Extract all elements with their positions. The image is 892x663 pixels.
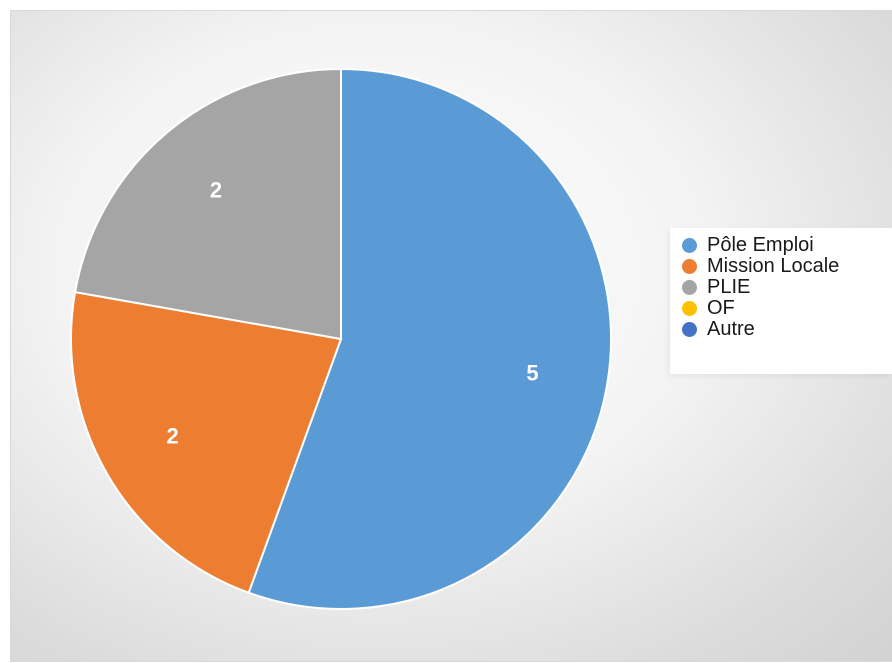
legend-item-of: OF (682, 297, 735, 319)
pie-slices (70, 67, 612, 610)
legend-marker-plie (682, 279, 697, 295)
data-label-mission-locale: 2 (167, 424, 179, 449)
legend-label-autre: Autre (707, 318, 755, 340)
legend-item-plie: PLIE (682, 276, 750, 298)
legend-label-of: OF (707, 297, 735, 319)
legend: Pôle Emploi Mission Locale PLIE OF Autre (670, 228, 892, 374)
data-label-plie: 2 (210, 178, 222, 203)
legend-marker-autre (682, 321, 697, 337)
legend-marker-mission-locale (682, 258, 697, 274)
pie-data-labels: 5 2 2 (167, 178, 539, 449)
data-label-pole-emploi: 5 (526, 360, 538, 385)
legend-item-mission-locale: Mission Locale (682, 255, 839, 277)
legend-marker-of (682, 300, 697, 316)
legend-label-pole-emploi: Pôle Emploi (707, 234, 814, 256)
legend-item-autre: Autre (682, 318, 755, 340)
pie-slice-pole-emploi (247, 67, 612, 610)
legend-label-mission-locale: Mission Locale (707, 255, 840, 277)
pie-slice-plie (73, 67, 342, 341)
pie-slice-mission-locale (70, 290, 343, 594)
legend-marker-pole-emploi (682, 237, 697, 253)
legend-item-pole-emploi: Pôle Emploi (682, 234, 814, 256)
legend-label-plie: PLIE (707, 276, 751, 298)
